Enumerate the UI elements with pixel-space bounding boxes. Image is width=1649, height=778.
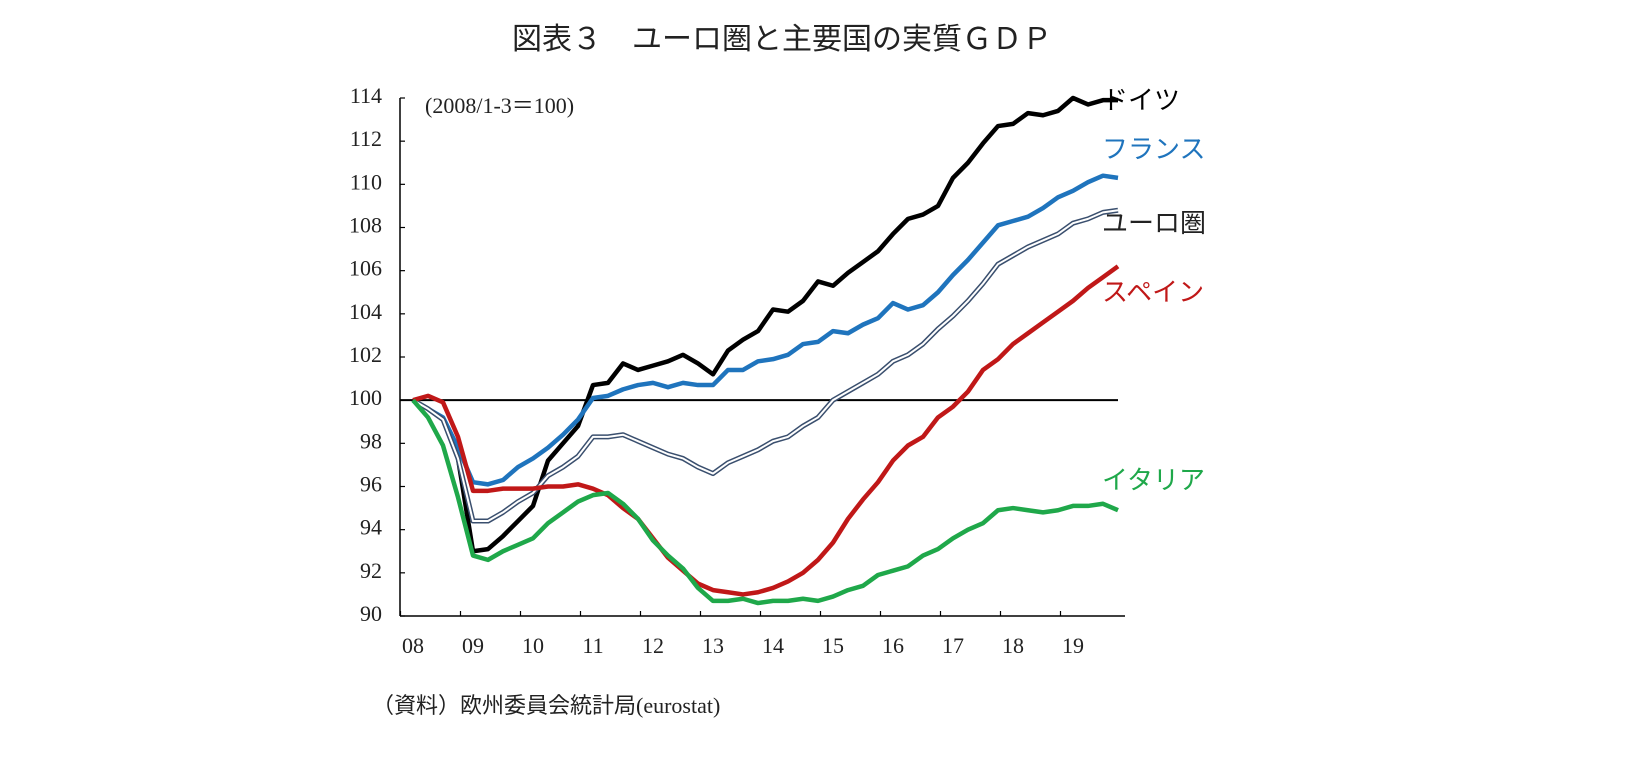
y-tick-label: 94 <box>360 515 382 540</box>
series-line-inner <box>412 209 1119 523</box>
series-line <box>411 398 1119 606</box>
series-line <box>411 95 1118 554</box>
y-tick-label: 110 <box>350 169 382 194</box>
x-tick-label: 15 <box>822 633 844 658</box>
y-tick-label: 92 <box>360 558 382 583</box>
x-tick-label: 14 <box>762 633 784 658</box>
y-tick-label: 102 <box>349 342 382 367</box>
x-tick-label: 18 <box>1002 633 1024 658</box>
y-tick-label: 90 <box>360 601 382 626</box>
x-tick-label: 08 <box>402 633 424 658</box>
annotation: (2008/1-3＝100) <box>425 93 574 118</box>
series-label: スペイン <box>1102 278 1204 307</box>
y-tick-label: 96 <box>360 472 382 497</box>
x-tick-label: 10 <box>522 633 544 658</box>
y-tick-label: 106 <box>349 256 382 281</box>
y-tick-label: 104 <box>349 299 382 324</box>
x-tick-label: 11 <box>582 633 603 658</box>
series-label: ドイツ <box>1102 86 1180 115</box>
y-tick-label: 100 <box>349 385 382 410</box>
series-label: フランス <box>1102 135 1205 164</box>
y-tick-label: 108 <box>349 213 382 238</box>
y-tick-label: 98 <box>360 428 382 453</box>
x-tick-label: 12 <box>642 633 664 658</box>
x-tick-label: 13 <box>702 633 724 658</box>
source-note: （資料）欧州委員会統計局(eurostat) <box>372 693 720 718</box>
x-tick-label: 16 <box>882 633 904 658</box>
series-label: イタリア <box>1102 466 1205 495</box>
x-tick-label: 19 <box>1062 633 1084 658</box>
series-line <box>412 264 1120 597</box>
series-line <box>411 173 1119 487</box>
x-tick-label: 17 <box>942 633 964 658</box>
x-tick-label: 09 <box>462 633 484 658</box>
chart-title: 図表３ ユーロ圏と主要国の実質ＧＤＰ <box>512 23 1052 56</box>
y-tick-label: 112 <box>350 126 382 151</box>
series-label: ユーロ圏 <box>1102 209 1206 238</box>
y-tick-label: 114 <box>350 83 382 108</box>
